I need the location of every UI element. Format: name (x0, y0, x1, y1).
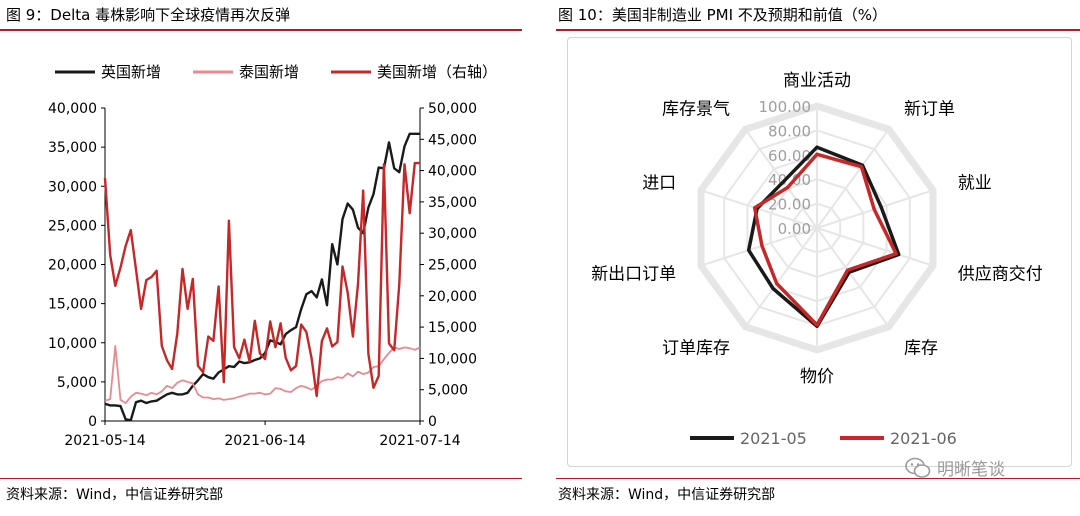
right-chart-title: 图 10：美国非制造业 PMI 不及预期和前值（%） (558, 6, 888, 24)
legend-label: 2021-06 (890, 429, 957, 448)
radar-tick-label: 0.00 (778, 220, 811, 238)
left-tick-label: 5,000 (57, 375, 97, 391)
radar-axis-label: 就业 (958, 173, 992, 193)
right-source-rule (556, 478, 1080, 479)
radar-legend: 2021-05 2021-06 (690, 429, 957, 448)
right-tick-label: 45,000 (428, 132, 477, 148)
left-tick-label: 40,000 (48, 101, 97, 117)
radar-spoke (744, 227, 818, 328)
radar-tick-label: 100.00 (759, 98, 812, 116)
left-line-chart: 英国新增 泰国新增 美国新增（右轴） 0 5,000 10,000 15,000 20,00… (48, 63, 497, 449)
right-tick-label: 25,000 (428, 258, 477, 274)
left-tick-label: 30,000 (48, 179, 97, 195)
radar-axis-label: 物价 (800, 367, 834, 387)
watermark-text: 明晰笔谈 (937, 460, 1005, 480)
x-tick-label: 2021-07-14 (379, 433, 460, 449)
radar-series (746, 145, 901, 329)
left-tick-label: 10,000 (48, 336, 97, 352)
radar-spoke (816, 227, 934, 267)
radar-axis-label: 新订单 (904, 99, 955, 119)
radar-spoke (700, 189, 818, 229)
radar-axis-label: 库存 (904, 339, 938, 359)
legend-label: 泰国新增 (239, 63, 299, 81)
radar-series-1-2021-06 (752, 152, 898, 327)
radar-axis-label: 订单库存 (662, 339, 730, 359)
right-source-note: 资料来源：Wind，中信证券研究部 (558, 487, 776, 503)
series-line-2- (103, 161, 420, 398)
radar-spoke (700, 227, 818, 267)
radar-axis-label: 进口 (642, 173, 676, 193)
radar-axis-label: 库存景气 (662, 99, 730, 119)
left-source-rule (0, 478, 522, 479)
radar-grid (697, 102, 937, 354)
left-tick-label: 35,000 (48, 140, 97, 156)
radar-tick-label: 60.00 (768, 147, 811, 165)
legend-label: 美国新增（右轴） (377, 63, 497, 81)
radar-tick-label: 80.00 (768, 122, 811, 140)
left-chart-title: 图 9：Delta 毒株影响下全球疫情再次反弹 (6, 6, 291, 24)
left-tick-label: 15,000 (48, 297, 97, 313)
right-tick-label: 0 (428, 414, 437, 430)
right-tick-label: 10,000 (428, 351, 477, 367)
right-tick-label: 15,000 (428, 320, 477, 336)
radar-axis-label: 商业活动 (783, 71, 851, 91)
left-chart-legend: 英国新增 泰国新增 美国新增（右轴） (55, 63, 497, 81)
legend-label: 英国新增 (101, 63, 161, 81)
right-tick-label: 50,000 (428, 101, 477, 117)
radar-spoke (744, 128, 818, 229)
radar-axis-label: 供应商交付 (958, 265, 1043, 285)
left-title-rule (0, 29, 522, 31)
radar-tick-label: 20.00 (768, 196, 811, 214)
right-tick-label: 40,000 (428, 164, 477, 180)
legend-label: 2021-05 (740, 429, 807, 448)
x-tick-label: 2021-06-14 (224, 433, 305, 449)
right-tick-label: 35,000 (428, 195, 477, 211)
radar-spoke (816, 128, 890, 229)
right-tick-label: 5,000 (428, 383, 468, 399)
radar-chart-frame (567, 37, 1072, 467)
left-tick-label: 0 (88, 414, 97, 430)
right-tick-label: 30,000 (428, 226, 477, 242)
right-title-rule (556, 29, 1080, 31)
radar-axis-label: 新出口订单 (591, 265, 676, 285)
wechat-icon (905, 457, 931, 478)
left-source-note: 资料来源：Wind，中信证券研究部 (6, 487, 224, 503)
watermark: 明晰笔谈 (905, 455, 1005, 480)
left-chart-axes: 0 5,000 10,000 15,000 20,000 25,000 30,000 35,0… (48, 101, 477, 449)
left-chart-series (103, 132, 421, 422)
left-tick-label: 25,000 (48, 218, 97, 234)
right-tick-label: 20,000 (428, 289, 477, 305)
left-tick-label: 20,000 (48, 258, 97, 274)
series-line-1- (104, 344, 421, 404)
x-tick-label: 2021-05-14 (64, 433, 145, 449)
radar-spoke (816, 227, 890, 328)
